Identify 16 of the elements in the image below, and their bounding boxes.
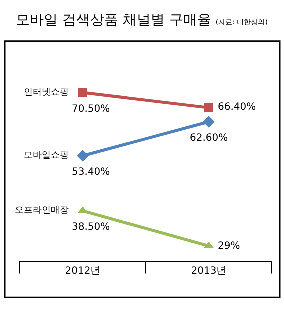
point	[203, 116, 215, 128]
point	[77, 150, 89, 162]
series-label: 모바일쇼핑	[24, 151, 69, 161]
data-label: 70.50%	[72, 104, 110, 115]
data-label: 62.60%	[190, 133, 228, 144]
series-label: 오프라인매장	[15, 206, 69, 216]
data-label: 29%	[218, 241, 240, 252]
x-tick-label: 2013년	[191, 266, 227, 277]
data-label: 66.40%	[218, 102, 256, 113]
x-tick-label: 2012년	[65, 266, 101, 277]
point	[204, 103, 214, 112]
series-label: 인터넷쇼핑	[24, 88, 69, 98]
data-label: 38.50%	[72, 222, 110, 233]
data-label: 53.40%	[72, 167, 110, 178]
chart-title: 모바일 검색상품 채널별 구매율	[16, 12, 212, 28]
point	[78, 88, 88, 98]
